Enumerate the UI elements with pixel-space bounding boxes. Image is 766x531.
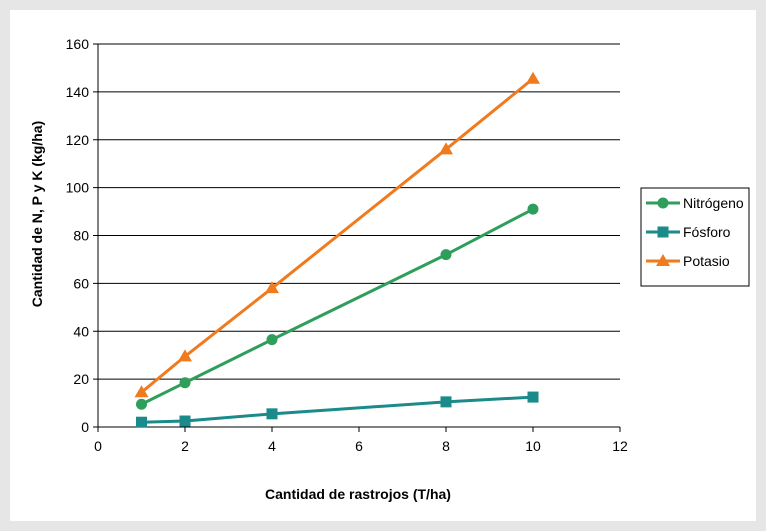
legend-marker [657,197,669,209]
x-tick-labels: 0 2 4 6 8 10 12 [94,438,628,454]
data-point [266,408,278,420]
gridlines [98,43,620,380]
data-point [178,349,192,362]
data-point [440,249,452,261]
legend: Nitrógeno Fósforo Potasio [640,187,750,287]
data-point [527,391,539,403]
x-tick-label: 8 [442,438,450,454]
axes [93,43,621,432]
y-tick-label: 160 [66,36,90,52]
y-tick-labels: 0 20 40 60 80 100 120 140 160 [66,36,90,435]
series-3 [134,71,540,398]
series-1 [136,203,539,410]
x-tick-label: 0 [94,438,102,454]
legend-marker [657,226,669,238]
line-chart: 0 20 40 60 80 100 120 140 160 0 2 4 6 8 10 12 Cantidad… [29,36,750,502]
legend-label: Nitrógeno [683,195,744,211]
y-tick-label: 0 [81,419,89,435]
series-line [141,395,534,424]
data-point [526,71,540,84]
series-line [140,207,534,406]
x-axis-title: Cantidad de rastrojos (T/ha) [265,486,451,502]
x-tick-label: 12 [612,438,628,454]
y-tick-label: 40 [73,323,89,339]
data-point [527,203,539,215]
legend-item: Nitrógeno [646,195,744,211]
data-point [440,396,452,408]
x-tick-label: 2 [181,438,189,454]
y-tick-label: 140 [66,84,90,100]
data-point [439,142,453,155]
y-tick-label: 120 [66,132,90,148]
y-tick-label: 100 [66,180,90,196]
chart-frame: 0 20 40 60 80 100 120 140 160 0 2 4 6 8 10 12 Cantidad… [10,10,756,521]
data-point [179,377,191,389]
y-axis-title: Cantidad de N, P y K (kg/ha) [29,121,45,307]
y-tick-label: 20 [73,371,89,387]
x-tick-label: 4 [268,438,276,454]
series-2 [136,391,539,428]
legend-label: Fósforo [683,224,731,240]
legend-marker [656,254,670,266]
legend-label: Potasio [683,253,730,269]
y-tick-label: 80 [73,228,89,244]
data-point [179,415,191,427]
y-tick-label: 60 [73,275,89,291]
legend-item: Potasio [646,253,730,269]
data-point [134,385,149,398]
legend-item: Fósforo [646,224,731,240]
data-point [265,281,279,294]
data-point [136,416,147,428]
x-tick-label: 6 [355,438,363,454]
series-group [134,71,540,428]
x-tick-label: 10 [525,438,541,454]
data-point [266,334,278,346]
data-point [136,398,147,410]
